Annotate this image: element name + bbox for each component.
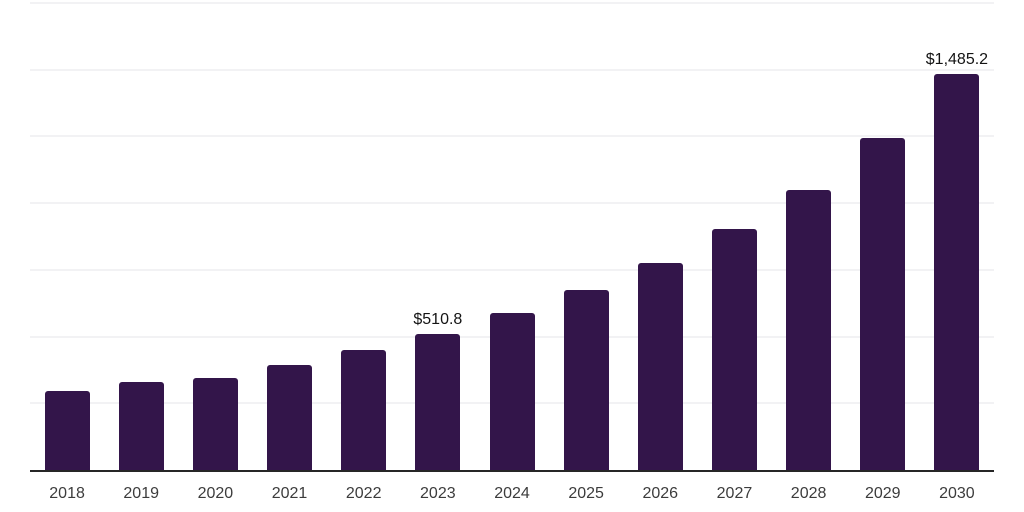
gridline: [30, 2, 994, 4]
plot-area: $510.8 $1,485.2: [30, 0, 994, 472]
bar-2029: [860, 137, 906, 470]
bar-2028: [786, 189, 832, 470]
x-axis-label-2021: 2021: [271, 485, 308, 502]
x-axis-label-2028: 2028: [790, 485, 827, 502]
bar-2021: [267, 364, 313, 470]
bar-value-label-2023: $510.8: [413, 310, 463, 328]
bar-2025: [563, 290, 609, 470]
gridline: [30, 68, 994, 71]
x-axis-label-2019: 2019: [123, 485, 159, 502]
bar-2024: [489, 313, 535, 470]
bar-2023: [415, 333, 461, 470]
bar-2020: [192, 378, 238, 470]
x-axis-label-2029: 2029: [864, 485, 901, 502]
x-axis-label-2025: 2025: [568, 485, 604, 502]
bar-2027: [711, 228, 757, 470]
x-axis-label-2018: 2018: [49, 485, 85, 502]
gridline: [30, 268, 994, 271]
x-axis-label-2026: 2026: [642, 485, 679, 502]
bar-2022: [341, 350, 387, 470]
x-axis-label-2020: 2020: [197, 485, 234, 502]
x-axis-label-2030: 2030: [939, 485, 975, 502]
x-axis-line: [30, 470, 994, 472]
x-axis-labels: 2018 2019 2020 2021 2022 2023 2024 2025 2026 2027…: [30, 484, 994, 504]
x-axis-label-2022: 2022: [345, 485, 382, 502]
x-axis-label-2027: 2027: [716, 485, 753, 502]
bar-2019: [118, 382, 164, 470]
bar-2026: [637, 262, 683, 470]
gridline: [30, 202, 994, 205]
bar-value-label-2030: $1,485.2: [925, 50, 989, 68]
bar-2018: [44, 391, 90, 470]
bar-2030: [934, 73, 980, 470]
x-axis-label-2023: 2023: [420, 485, 456, 502]
gridline: [30, 135, 994, 138]
x-axis-label-2024: 2024: [494, 485, 530, 502]
